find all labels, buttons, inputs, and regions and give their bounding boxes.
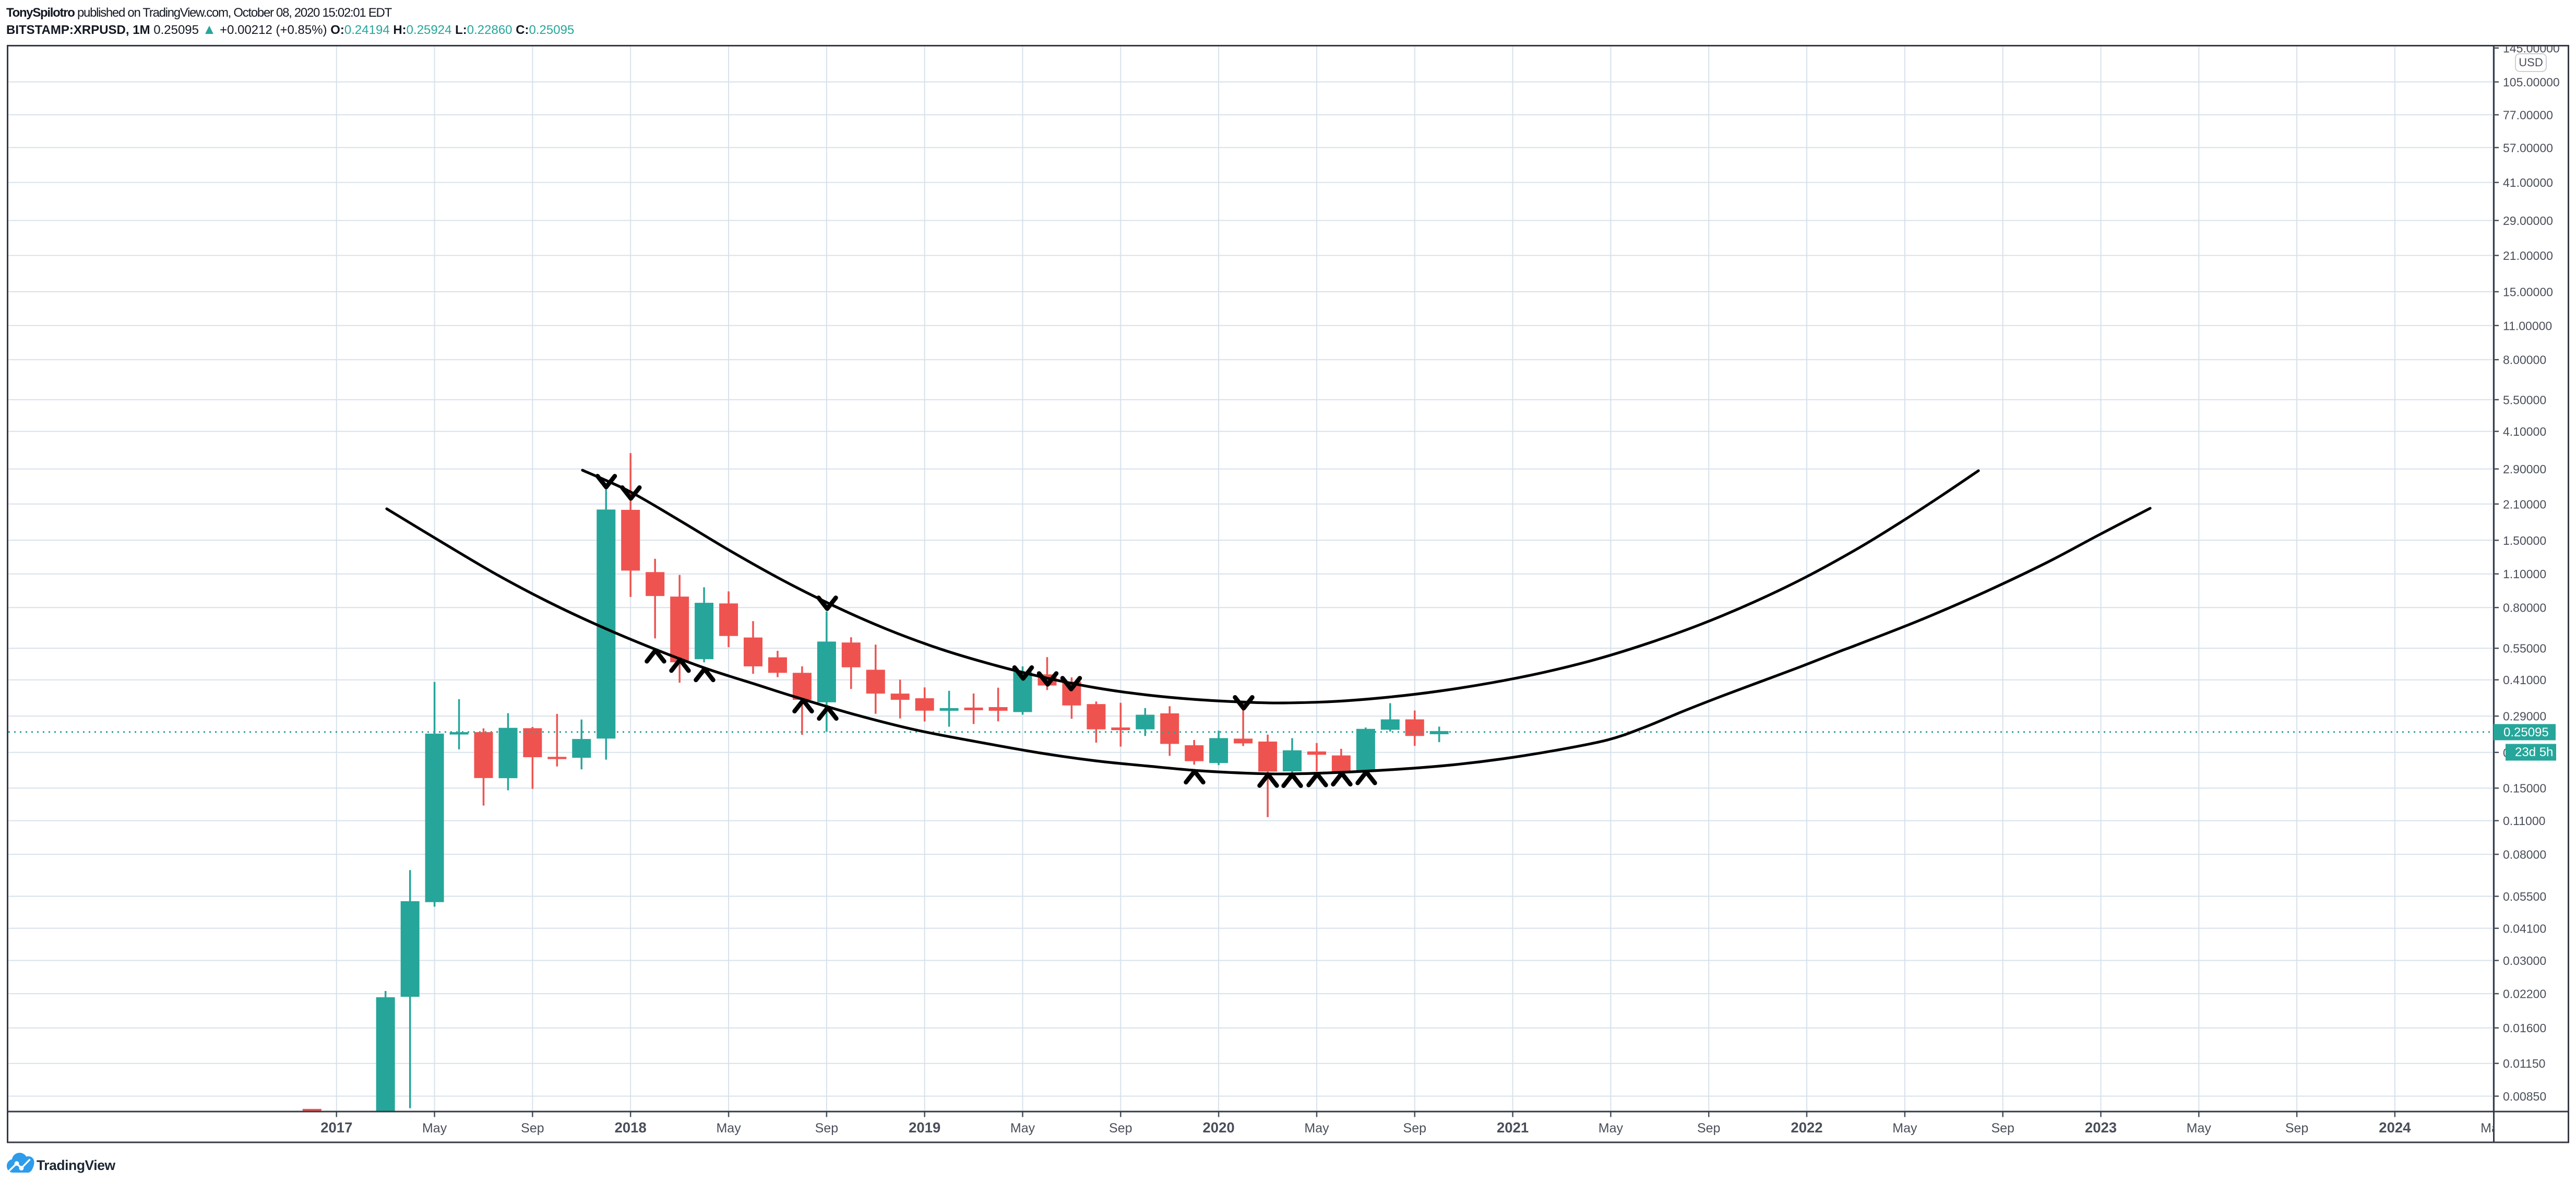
svg-text:May: May <box>716 1121 741 1136</box>
svg-text:0.25095: 0.25095 <box>2503 725 2549 739</box>
svg-text:5.50000: 5.50000 <box>2503 393 2546 407</box>
svg-text:May: May <box>2187 1121 2212 1136</box>
svg-text:2018: 2018 <box>615 1119 647 1136</box>
svg-text:May: May <box>1892 1121 1917 1136</box>
svg-text:0.08000: 0.08000 <box>2503 848 2546 862</box>
svg-text:0.05500: 0.05500 <box>2503 890 2546 903</box>
svg-text:0.15000: 0.15000 <box>2503 782 2546 795</box>
svg-text:145.00000: 145.00000 <box>2503 42 2560 55</box>
svg-text:2023: 2023 <box>2085 1119 2117 1136</box>
svg-text:0.29000: 0.29000 <box>2503 710 2546 723</box>
svg-text:TonySpilotro published on Trad: TonySpilotro published on TradingView.co… <box>6 6 392 20</box>
svg-text:2021: 2021 <box>1497 1119 1529 1136</box>
svg-text:11.00000: 11.00000 <box>2503 319 2552 332</box>
svg-text:29.00000: 29.00000 <box>2503 214 2553 228</box>
svg-text:BITSTAMP:XRPUSD, 1M 0.25095 ▲: BITSTAMP:XRPUSD, 1M 0.25095 ▲ +0.00212 (… <box>6 21 574 37</box>
svg-text:Sep: Sep <box>815 1121 838 1136</box>
svg-text:57.00000: 57.00000 <box>2503 141 2553 154</box>
svg-text:0.01150: 0.01150 <box>2503 1057 2545 1070</box>
svg-text:Sep: Sep <box>2285 1121 2308 1136</box>
svg-text:Sep: Sep <box>1109 1121 1132 1136</box>
svg-text:8.00000: 8.00000 <box>2503 353 2546 367</box>
svg-text:0.04100: 0.04100 <box>2503 922 2546 935</box>
svg-text:0.55000: 0.55000 <box>2503 642 2546 655</box>
svg-text:May: May <box>1010 1121 1035 1136</box>
svg-text:Sep: Sep <box>521 1121 544 1136</box>
svg-text:0.01600: 0.01600 <box>2503 1021 2546 1035</box>
svg-text:41.00000: 41.00000 <box>2503 176 2553 189</box>
svg-text:2019: 2019 <box>909 1119 940 1136</box>
svg-text:Sep: Sep <box>1403 1121 1426 1136</box>
svg-text:2.90000: 2.90000 <box>2503 462 2546 476</box>
svg-text:2024: 2024 <box>2379 1119 2411 1136</box>
svg-text:May: May <box>2480 1121 2506 1136</box>
svg-text:May: May <box>422 1121 447 1136</box>
svg-text:15.00000: 15.00000 <box>2503 285 2553 299</box>
svg-text:May: May <box>1304 1121 1329 1136</box>
svg-text:0.03000: 0.03000 <box>2503 954 2546 968</box>
svg-text:4.10000: 4.10000 <box>2503 425 2546 438</box>
svg-text:0.80000: 0.80000 <box>2503 601 2546 615</box>
svg-text:Sep: Sep <box>1697 1121 1720 1136</box>
svg-text:2020: 2020 <box>1203 1119 1235 1136</box>
svg-text:0.11000: 0.11000 <box>2503 814 2545 828</box>
svg-text:TradingView: TradingView <box>37 1157 115 1173</box>
svg-text:0.00850: 0.00850 <box>2503 1090 2546 1103</box>
svg-text:2.10000: 2.10000 <box>2503 497 2546 511</box>
svg-text:105.00000: 105.00000 <box>2503 76 2560 89</box>
svg-text:2017: 2017 <box>320 1119 352 1136</box>
svg-text:USD: USD <box>2519 56 2543 69</box>
svg-text:0.41000: 0.41000 <box>2503 673 2546 687</box>
svg-text:23d 5h: 23d 5h <box>2515 745 2553 759</box>
svg-text:2022: 2022 <box>1791 1119 1822 1136</box>
svg-text:Sep: Sep <box>1991 1121 2014 1136</box>
svg-text:21.00000: 21.00000 <box>2503 249 2553 262</box>
svg-text:0.02200: 0.02200 <box>2503 987 2546 1001</box>
svg-text:77.00000: 77.00000 <box>2503 109 2553 122</box>
svg-text:May: May <box>1599 1121 1624 1136</box>
svg-text:1.10000: 1.10000 <box>2503 567 2546 581</box>
svg-text:1.50000: 1.50000 <box>2503 534 2546 547</box>
